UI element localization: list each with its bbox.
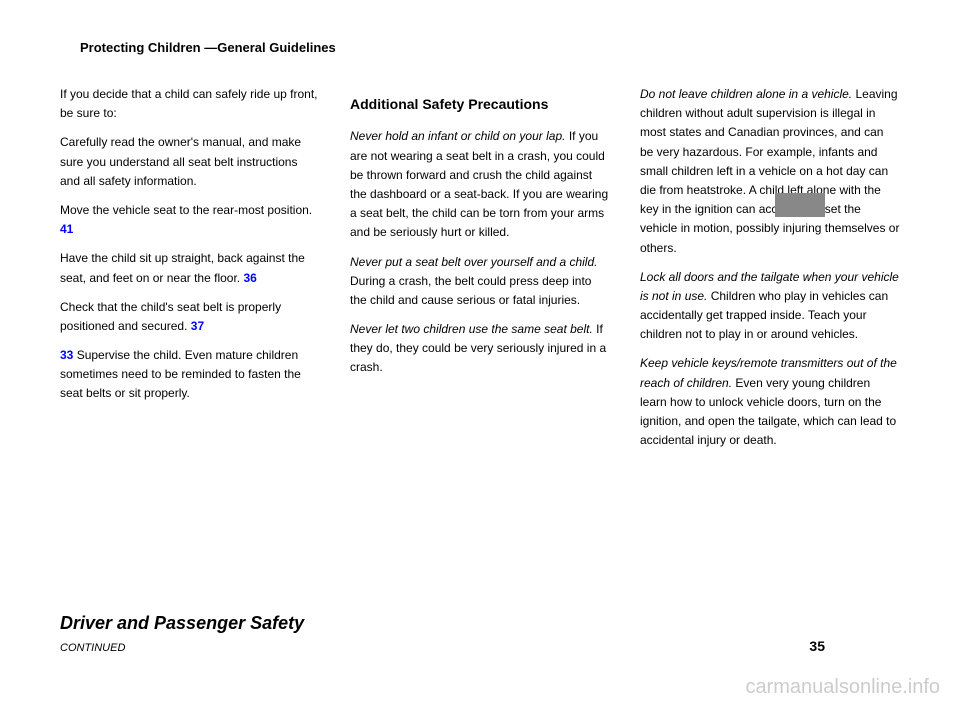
page-title: Driver and Passenger Safety <box>60 613 304 634</box>
col2-para1-bold: Never hold an infant or child on your la… <box>350 129 565 143</box>
col2-para2-text: During a crash, the belt could press dee… <box>350 274 591 307</box>
col3-para1: Do not leave children alone in a vehicle… <box>640 85 900 258</box>
col2-para2: Never put a seat belt over yourself and … <box>350 253 610 311</box>
column-1: If you decide that a child can safely ri… <box>60 85 320 460</box>
col2-header: Additional Safety Precautions <box>350 93 610 115</box>
col2-para2-bold: Never put a seat belt over yourself and … <box>350 255 597 269</box>
col1-para3: Move the vehicle seat to the rear-most p… <box>60 201 320 239</box>
continued-label: CONTINUED <box>60 642 125 654</box>
col2-para1-text: If you are not wearing a seat belt in a … <box>350 129 608 239</box>
col1-para1: If you decide that a child can safely ri… <box>60 85 320 123</box>
content-columns: If you decide that a child can safely ri… <box>60 85 900 460</box>
column-3: Do not leave children alone in a vehicle… <box>640 85 900 460</box>
col3-para2: Lock all doors and the tailgate when you… <box>640 268 900 345</box>
col3-para3: Keep vehicle keys/remote transmitters ou… <box>640 354 900 450</box>
page-ref-33[interactable]: 33 <box>60 348 73 362</box>
column-2: Additional Safety Precautions Never hold… <box>350 85 610 460</box>
col2-para1: Never hold an infant or child on your la… <box>350 127 610 242</box>
col3-para1-bold: Do not leave children alone in a vehicle… <box>640 87 852 101</box>
page-container: Protecting Children —General Guidelines … <box>0 0 960 714</box>
page-ref-37[interactable]: 37 <box>191 319 204 333</box>
col1-para5-text: Check that the child's seat belt is prop… <box>60 300 281 333</box>
col1-para2-text: Carefully read the owner's manual, and m… <box>60 135 301 187</box>
col2-para3: Never let two children use the same seat… <box>350 320 610 378</box>
page-number-indicator <box>775 193 825 217</box>
col1-para4-text: Have the child sit up straight, back aga… <box>60 251 305 284</box>
col2-para3-bold: Never let two children use the same seat… <box>350 322 593 336</box>
page-ref-36[interactable]: 36 <box>243 271 256 285</box>
section-heading: Protecting Children —General Guidelines <box>80 40 900 55</box>
page-ref-41[interactable]: 41 <box>60 222 73 236</box>
col1-para3-text: Move the vehicle seat to the rear-most p… <box>60 203 312 217</box>
col1-para5: Check that the child's seat belt is prop… <box>60 298 320 336</box>
col1-para4: Have the child sit up straight, back aga… <box>60 249 320 287</box>
watermark: carmanualsonline.info <box>745 676 940 699</box>
page-number: 35 <box>809 638 825 654</box>
col1-para6: 33 Supervise the child. Even mature chil… <box>60 346 320 404</box>
col1-para6-text: Supervise the child. Even mature childre… <box>60 348 301 400</box>
col1-para2: Carefully read the owner's manual, and m… <box>60 133 320 191</box>
col3-para1-text: Leaving children without adult supervisi… <box>640 87 899 255</box>
